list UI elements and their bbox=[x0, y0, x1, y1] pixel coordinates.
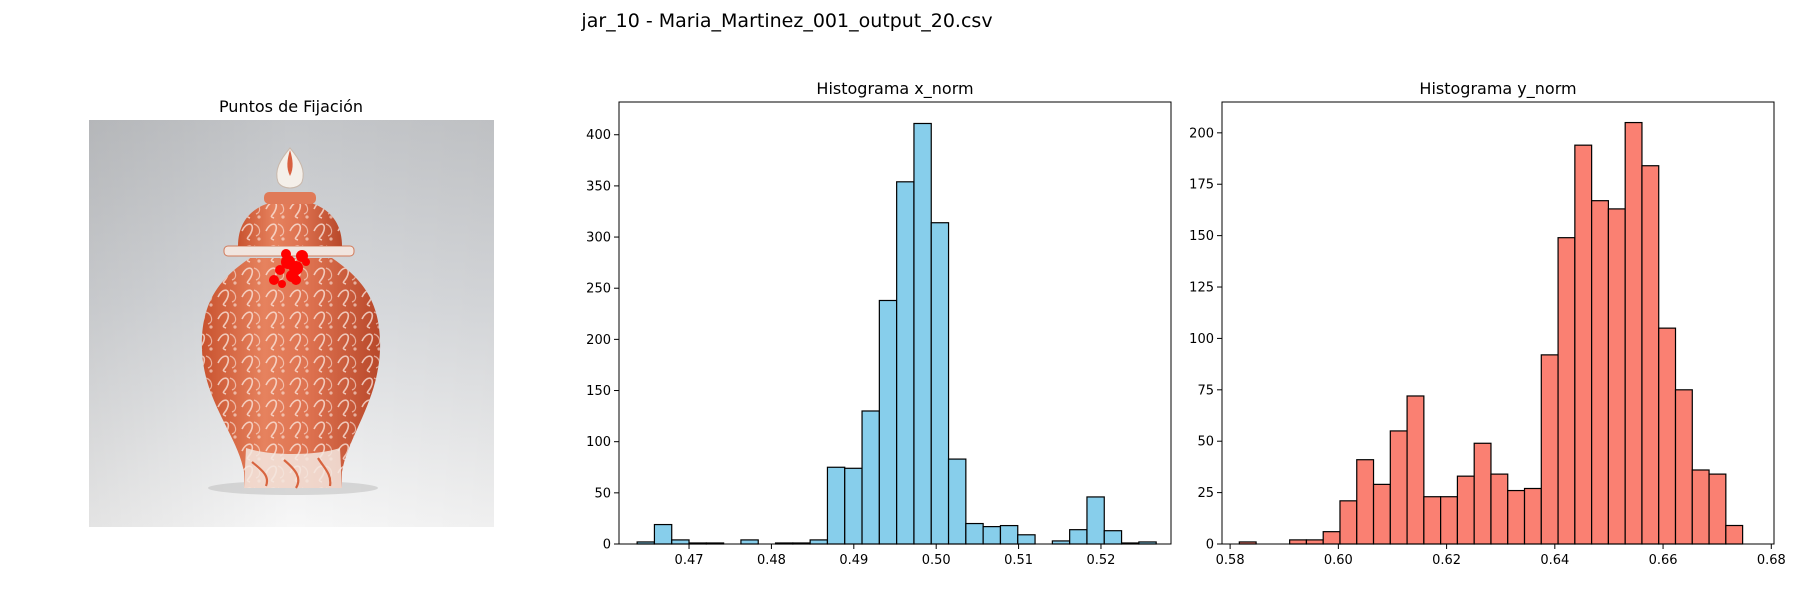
hist-x-bar bbox=[740, 539, 759, 545]
hist-x-ytick-label: 150 bbox=[586, 384, 611, 399]
hist-x-bar bbox=[1069, 529, 1088, 545]
hist-x-bar bbox=[1086, 496, 1105, 545]
hist-y-bar bbox=[1305, 539, 1324, 545]
hist-x-xtick-label: 0.52 bbox=[1086, 553, 1115, 568]
hist-x-xtick-label: 0.49 bbox=[839, 553, 868, 568]
histogram-y-norm: Histograma y_norm 0.58 0.60 0.62 0.64 0.66 0.… bbox=[1189, 79, 1786, 568]
hist-y-ytick-label: 0 bbox=[1206, 538, 1214, 553]
hist-y-bar bbox=[1725, 524, 1744, 545]
hist-y-bar bbox=[1708, 473, 1727, 545]
hist-y-bar bbox=[1372, 483, 1391, 545]
hist-x-ytick-label: 100 bbox=[586, 435, 611, 450]
hist-y-bar bbox=[1691, 469, 1710, 545]
hist-x-bar bbox=[1017, 534, 1036, 545]
hist-y-ytick-label: 75 bbox=[1197, 383, 1214, 398]
hist-y-bar bbox=[1557, 237, 1576, 545]
hist-y-bar bbox=[1607, 208, 1626, 545]
image-panel: Puntos de Fijación bbox=[89, 97, 494, 527]
hist-y-xtick-label: 0.66 bbox=[1649, 553, 1678, 568]
histogram-y-frame bbox=[1221, 101, 1775, 545]
jar-photo bbox=[89, 120, 494, 527]
hist-y-bar bbox=[1523, 487, 1542, 545]
hist-x-ytick-label: 50 bbox=[594, 486, 611, 501]
hist-x-xtick-label: 0.51 bbox=[1004, 553, 1033, 568]
histogram-x-frame bbox=[618, 101, 1172, 545]
hist-y-bar bbox=[1322, 531, 1341, 545]
hist-x-bar bbox=[844, 467, 863, 545]
hist-y-xtick-label: 0.68 bbox=[1757, 553, 1786, 568]
hist-y-ytick-label: 50 bbox=[1197, 435, 1214, 450]
hist-y-xtick-label: 0.58 bbox=[1216, 553, 1245, 568]
hist-y-ytick-label: 150 bbox=[1189, 229, 1214, 244]
hist-x-ytick-label: 350 bbox=[586, 179, 611, 194]
hist-x-bar bbox=[930, 222, 950, 545]
hist-y-bar bbox=[1456, 475, 1475, 545]
hist-y-ytick-label: 25 bbox=[1197, 486, 1214, 501]
figure-suptitle: jar_10 - Maria_Martinez_001_output_20.cs… bbox=[580, 10, 992, 32]
hist-y-bar bbox=[1473, 442, 1492, 545]
hist-x-bar bbox=[878, 299, 898, 545]
histogram-y-title: Histograma y_norm bbox=[1419, 79, 1576, 99]
hist-y-bar bbox=[1356, 459, 1375, 545]
hist-x-bar bbox=[999, 524, 1019, 545]
hist-x-ytick-label: 250 bbox=[586, 282, 611, 297]
hist-y-bar bbox=[1423, 496, 1442, 545]
hist-x-bar bbox=[1103, 530, 1123, 545]
hist-x-bar bbox=[809, 539, 829, 545]
hist-y-xtick-label: 0.62 bbox=[1432, 553, 1461, 568]
hist-x-xtick-label: 0.48 bbox=[757, 553, 786, 568]
hist-x-bar bbox=[947, 458, 967, 545]
histogram-x-norm: Histograma x_norm 0.47 0.48 0.49 0.50 0.51 0.… bbox=[586, 79, 1172, 568]
hist-y-bar bbox=[1674, 389, 1693, 545]
hist-y-bar bbox=[1641, 165, 1660, 545]
hist-x-bar bbox=[982, 526, 1002, 545]
hist-x-xtick-label: 0.47 bbox=[675, 553, 704, 568]
histogram-x-title: Histograma x_norm bbox=[816, 79, 973, 99]
hist-y-bar bbox=[1406, 395, 1425, 545]
hist-x-bar bbox=[671, 539, 690, 545]
image-panel-title: Puntos de Fijación bbox=[219, 97, 363, 116]
hist-y-bar bbox=[1658, 327, 1677, 545]
hist-y-xtick-label: 0.64 bbox=[1540, 553, 1569, 568]
hist-x-ytick-label: 0 bbox=[603, 538, 611, 553]
hist-y-bar bbox=[1507, 489, 1526, 545]
fixation-points bbox=[269, 249, 310, 288]
hist-y-bar bbox=[1440, 496, 1459, 545]
hist-x-bar bbox=[653, 523, 673, 545]
hist-x-ytick-label: 200 bbox=[586, 333, 611, 348]
hist-y-ytick-label: 200 bbox=[1189, 126, 1214, 141]
hist-y-bar bbox=[1540, 354, 1559, 545]
hist-y-bar bbox=[1624, 121, 1643, 545]
hist-y-bar bbox=[1591, 200, 1609, 545]
hist-y-bar bbox=[1490, 473, 1509, 545]
hist-x-xtick-label: 0.50 bbox=[922, 553, 951, 568]
hist-y-bar bbox=[1574, 144, 1593, 545]
hist-x-ytick-label: 300 bbox=[586, 231, 611, 246]
hist-y-bar bbox=[1389, 430, 1408, 545]
hist-y-ytick-label: 175 bbox=[1189, 178, 1214, 193]
hist-x-bar bbox=[861, 410, 880, 545]
hist-y-ytick-label: 100 bbox=[1189, 332, 1214, 347]
hist-x-ytick-label: 400 bbox=[586, 128, 611, 143]
hist-y-xtick-label: 0.60 bbox=[1324, 553, 1353, 568]
hist-x-bar bbox=[896, 181, 915, 545]
hist-y-bar bbox=[1289, 539, 1308, 545]
hist-x-bar bbox=[826, 466, 846, 545]
hist-y-ytick-label: 125 bbox=[1189, 281, 1214, 296]
hist-x-bar bbox=[913, 122, 932, 545]
hist-x-bar bbox=[965, 522, 984, 545]
hist-y-bar bbox=[1339, 500, 1358, 545]
